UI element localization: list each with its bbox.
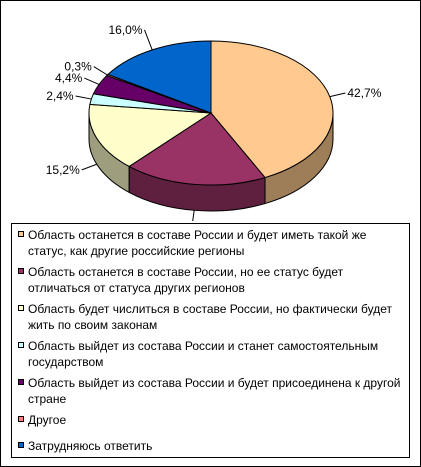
legend-label: Другое xyxy=(28,413,67,427)
legend-label: Затрудняюсь ответить xyxy=(28,439,153,453)
legend-item: Область выйдет из состава России и стане… xyxy=(18,338,405,370)
leader-line xyxy=(93,66,108,76)
legend-item: Затрудняюсь ответить xyxy=(18,438,405,454)
pie-slice xyxy=(210,40,334,179)
pie-slice xyxy=(107,40,212,114)
data-label: 15,2% xyxy=(46,163,80,177)
legend-swatch xyxy=(18,342,24,348)
legend-label: Область выйдет из состава России и будет… xyxy=(28,376,401,406)
legend-swatch xyxy=(18,416,24,422)
legend-item: Другое xyxy=(18,412,405,428)
leader-line xyxy=(144,29,153,51)
legend-item: Область останется в составе России и буд… xyxy=(18,227,405,259)
legend-swatch xyxy=(18,231,24,237)
data-label: 16,0% xyxy=(108,23,142,37)
legend-label: Область выйдет из состава России и стане… xyxy=(28,339,379,369)
leader-line xyxy=(81,163,97,171)
data-label: 4,4% xyxy=(55,71,83,85)
legend-swatch xyxy=(18,442,24,448)
legend: Область останется в составе России и буд… xyxy=(11,223,410,458)
legend-item: Область будет числиться в составе России… xyxy=(18,301,405,333)
data-label: 2,4% xyxy=(46,89,74,103)
data-label: 19,0% xyxy=(156,219,190,221)
legend-item: Область останется в составе России, но е… xyxy=(18,264,405,296)
legend-label: Область будет числиться в составе России… xyxy=(28,302,392,332)
pie-slice xyxy=(88,103,213,167)
data-label: 0,3% xyxy=(64,60,92,74)
leader-line xyxy=(329,92,346,98)
legend-swatch xyxy=(18,268,24,274)
leader-line xyxy=(75,95,92,100)
data-label: 42,7% xyxy=(347,86,381,100)
leader-line xyxy=(84,77,100,85)
legend-label: Область останется в составе России и буд… xyxy=(28,228,367,258)
legend-item: Область выйдет из состава России и будет… xyxy=(18,375,405,407)
leader-line xyxy=(192,210,195,221)
pie-slice xyxy=(128,112,266,186)
legend-swatch xyxy=(18,305,24,311)
legend-label: Область останется в составе России, но е… xyxy=(28,265,344,295)
pie-chart: 42,7% 19,0% 15,2% 2,4% 4,4%0,3% 16,0% xyxy=(46,23,382,221)
legend-swatch xyxy=(18,379,24,385)
